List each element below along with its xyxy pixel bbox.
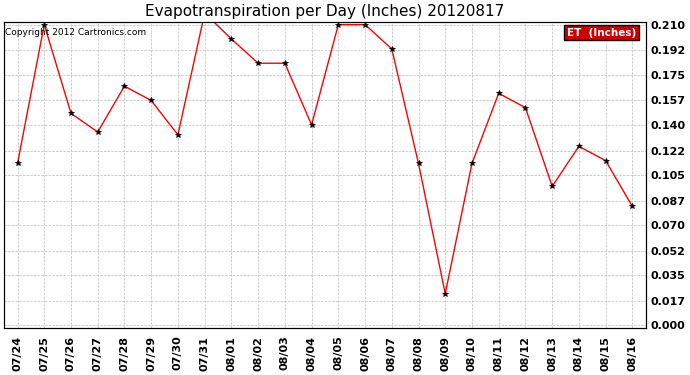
Text: ET  (Inches): ET (Inches)	[567, 28, 636, 38]
Title: Evapotranspiration per Day (Inches) 20120817: Evapotranspiration per Day (Inches) 2012…	[146, 4, 504, 19]
Text: Copyright 2012 Cartronics.com: Copyright 2012 Cartronics.com	[6, 28, 146, 37]
